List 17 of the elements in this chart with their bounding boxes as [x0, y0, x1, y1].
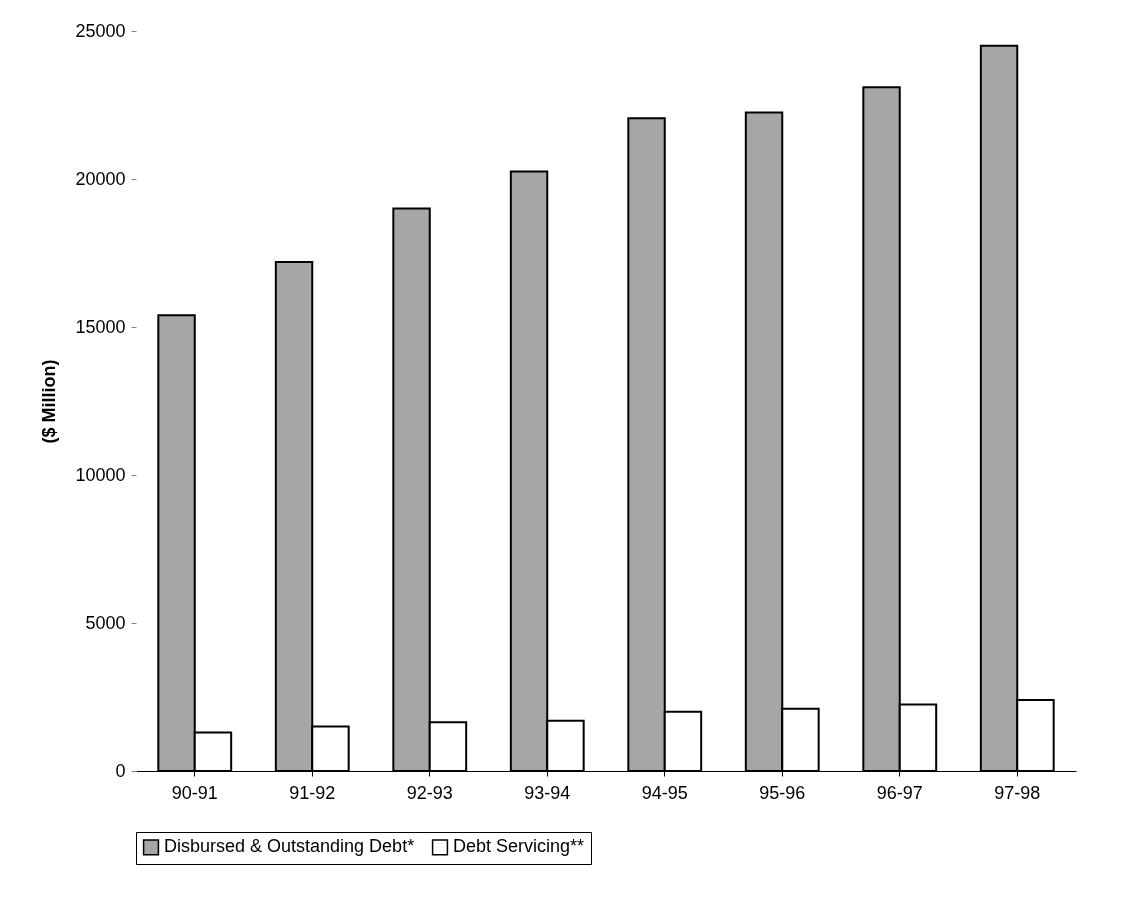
y-tick-label: 10000 — [75, 464, 126, 485]
x-tick-label: 95-96 — [759, 782, 806, 803]
legend-label: Debt Servicing** — [453, 836, 585, 857]
x-tick-label: 92-93 — [406, 782, 453, 803]
x-tick-label: 93-94 — [524, 782, 571, 803]
legend-label: Disbursed & Outstanding Debt* — [164, 836, 415, 857]
y-tick-label: 5000 — [85, 612, 126, 633]
y-tick-label: 0 — [115, 760, 126, 781]
x-tick-label: 97-98 — [994, 782, 1041, 803]
y-axis-title: ($ Million) — [39, 359, 60, 444]
y-tick-label: 15000 — [75, 316, 126, 337]
x-tick-label: 90-91 — [171, 782, 218, 803]
y-tick-label: 25000 — [75, 20, 126, 41]
x-tick-label: 94-95 — [641, 782, 688, 803]
x-tick-label: 96-97 — [876, 782, 923, 803]
y-tick-label: 20000 — [75, 168, 126, 189]
x-tick-label: 91-92 — [289, 782, 336, 803]
